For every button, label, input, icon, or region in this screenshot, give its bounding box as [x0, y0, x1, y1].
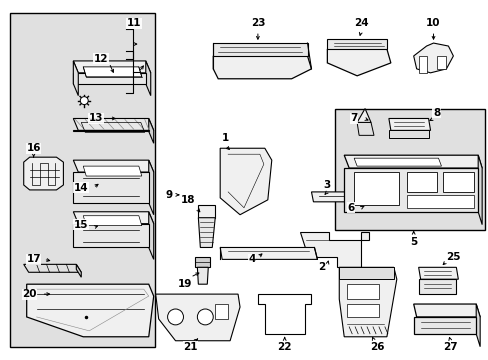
Polygon shape: [73, 130, 148, 131]
Polygon shape: [436, 56, 446, 69]
Polygon shape: [418, 267, 457, 279]
Polygon shape: [215, 304, 228, 319]
Polygon shape: [155, 294, 240, 341]
Polygon shape: [413, 43, 452, 73]
Polygon shape: [353, 172, 398, 205]
Circle shape: [80, 96, 88, 105]
Polygon shape: [220, 148, 271, 215]
Polygon shape: [73, 61, 78, 96]
Text: 19: 19: [178, 279, 192, 289]
Polygon shape: [418, 56, 426, 73]
Polygon shape: [198, 218, 215, 247]
Text: 25: 25: [445, 252, 460, 262]
Polygon shape: [24, 264, 81, 272]
Polygon shape: [344, 155, 481, 168]
Polygon shape: [326, 49, 390, 76]
Text: 24: 24: [353, 18, 367, 28]
Polygon shape: [388, 130, 427, 138]
Polygon shape: [73, 172, 148, 203]
Polygon shape: [406, 195, 473, 208]
Polygon shape: [198, 205, 215, 218]
Polygon shape: [388, 118, 429, 130]
Text: 22: 22: [277, 342, 291, 352]
Polygon shape: [73, 73, 145, 84]
Text: 20: 20: [22, 289, 37, 299]
Polygon shape: [145, 61, 150, 96]
Polygon shape: [356, 122, 373, 135]
Polygon shape: [311, 192, 358, 202]
Polygon shape: [148, 212, 153, 260]
Text: 18: 18: [181, 195, 195, 205]
Polygon shape: [73, 224, 148, 247]
Text: 16: 16: [26, 143, 41, 153]
Polygon shape: [83, 166, 142, 176]
Polygon shape: [477, 155, 481, 225]
Text: 23: 23: [250, 18, 264, 28]
Text: 17: 17: [26, 255, 41, 264]
Polygon shape: [346, 304, 378, 317]
Polygon shape: [413, 317, 475, 334]
Polygon shape: [406, 172, 436, 192]
Polygon shape: [346, 284, 378, 299]
Text: 8: 8: [432, 108, 439, 117]
Polygon shape: [83, 216, 142, 226]
Polygon shape: [339, 267, 396, 337]
Polygon shape: [76, 264, 81, 277]
Text: 10: 10: [426, 18, 440, 28]
Text: 7: 7: [350, 113, 357, 123]
Polygon shape: [443, 172, 473, 192]
Polygon shape: [83, 67, 142, 77]
Text: 3: 3: [323, 180, 330, 190]
Text: 9: 9: [164, 190, 172, 200]
Polygon shape: [220, 247, 317, 260]
Polygon shape: [413, 304, 479, 317]
Text: 2: 2: [317, 262, 325, 272]
Text: 15: 15: [74, 220, 88, 230]
Text: 27: 27: [442, 342, 457, 352]
Polygon shape: [356, 109, 370, 122]
Circle shape: [197, 309, 213, 325]
Circle shape: [167, 309, 183, 325]
Polygon shape: [299, 231, 368, 267]
Polygon shape: [73, 61, 150, 73]
Polygon shape: [475, 304, 479, 347]
Text: 12: 12: [94, 54, 108, 64]
Polygon shape: [148, 160, 153, 215]
Polygon shape: [326, 39, 386, 49]
Text: 13: 13: [89, 113, 103, 123]
Polygon shape: [213, 43, 307, 56]
Polygon shape: [73, 118, 153, 130]
Polygon shape: [195, 257, 210, 267]
Polygon shape: [213, 56, 311, 79]
Bar: [10, 13, 154, 347]
Text: 26: 26: [369, 342, 384, 352]
Text: 14: 14: [74, 183, 88, 193]
Polygon shape: [73, 160, 153, 172]
Polygon shape: [344, 168, 477, 212]
Text: 1: 1: [221, 133, 228, 143]
Polygon shape: [353, 158, 441, 166]
Polygon shape: [24, 157, 63, 190]
Polygon shape: [27, 284, 153, 337]
Bar: [335, 109, 484, 230]
Polygon shape: [418, 279, 455, 294]
Polygon shape: [339, 267, 393, 279]
Polygon shape: [148, 118, 153, 143]
Polygon shape: [73, 212, 153, 224]
Polygon shape: [197, 267, 208, 284]
Text: 4: 4: [248, 255, 255, 264]
Text: 6: 6: [347, 203, 354, 213]
Text: 11: 11: [126, 18, 141, 28]
Text: 5: 5: [409, 237, 416, 247]
Text: 21: 21: [183, 342, 197, 352]
